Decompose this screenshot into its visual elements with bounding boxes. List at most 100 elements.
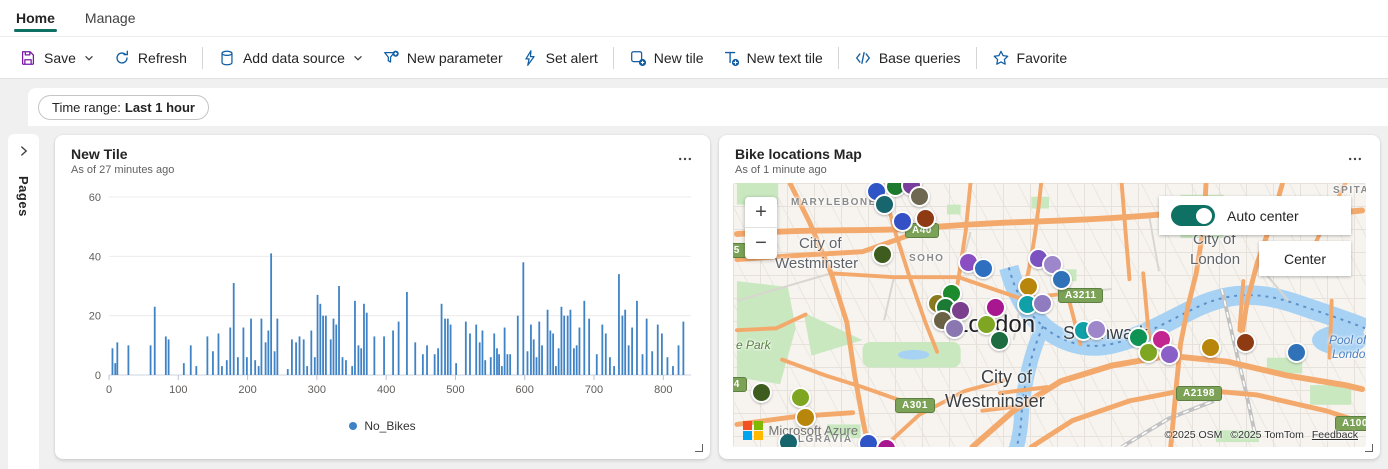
new-parameter-label: New parameter xyxy=(406,49,503,66)
refresh-label: Refresh xyxy=(137,49,187,66)
svg-text:100: 100 xyxy=(169,384,187,396)
new-tile-button[interactable]: New tile xyxy=(620,43,713,73)
bike-location-point[interactable] xyxy=(750,381,772,403)
bike-location-point[interactable] xyxy=(988,329,1010,351)
tile-title: New Tile xyxy=(71,146,128,162)
bike-location-point[interactable] xyxy=(794,406,816,428)
new-text-tile-button[interactable]: New text tile xyxy=(713,43,832,73)
base-queries-button[interactable]: Base queries xyxy=(845,43,970,73)
set-alert-button[interactable]: Set alert xyxy=(512,43,607,73)
svg-text:200: 200 xyxy=(238,384,256,396)
tab-home[interactable]: Home xyxy=(14,2,57,34)
map-attribution: ©2025 OSM ©2025 TomTom Feedback xyxy=(1164,429,1358,441)
svg-text:40: 40 xyxy=(89,251,101,263)
save-label: Save xyxy=(44,49,76,66)
tile-as-of: As of 1 minute ago xyxy=(735,164,827,176)
base-queries-label: Base queries xyxy=(878,49,961,66)
add-data-source-label: Add data source xyxy=(242,49,345,66)
star-icon xyxy=(992,49,1010,67)
bike-location-point[interactable] xyxy=(871,243,893,265)
bike-location-point[interactable] xyxy=(857,432,879,447)
svg-text:20: 20 xyxy=(89,311,101,323)
pages-panel-collapsed: Pages xyxy=(8,134,39,469)
set-alert-label: Set alert xyxy=(545,49,598,66)
bike-location-point[interactable] xyxy=(984,296,1006,318)
tile-title: Bike locations Map xyxy=(735,146,862,162)
auto-center-control: Auto center xyxy=(1159,196,1351,235)
new-text-tile-label: New text tile xyxy=(746,49,823,66)
bike-location-point[interactable] xyxy=(873,193,895,215)
refresh-button[interactable]: Refresh xyxy=(104,43,196,73)
map-provider-logo: Microsoft Azure xyxy=(743,420,859,440)
tile-bike-locations-map: Bike locations Map As of 1 minute ago xyxy=(719,135,1380,459)
filter-strip: Time range: Last 1 hour xyxy=(28,88,1388,126)
svg-text:700: 700 xyxy=(585,384,603,396)
bar-chart[interactable]: 0 20 40 60 0 100 200 300 400 500 600 700 800 xyxy=(69,185,696,403)
map-canvas[interactable]: MARYLEBONESOHOSPITALFIELBELGRAVIACity of… xyxy=(733,183,1366,447)
tile-resize-handle[interactable] xyxy=(1365,444,1373,452)
bike-location-point[interactable] xyxy=(891,210,913,232)
new-parameter-button[interactable]: New parameter xyxy=(373,43,512,73)
bike-location-point[interactable] xyxy=(1158,343,1180,365)
code-icon xyxy=(854,49,872,67)
chevron-down-icon xyxy=(352,52,364,64)
svg-text:800: 800 xyxy=(654,384,672,396)
map-zoom-control: + − xyxy=(745,197,777,259)
svg-text:0: 0 xyxy=(106,384,112,396)
zoom-in-button[interactable]: + xyxy=(745,197,777,228)
center-button[interactable]: Center xyxy=(1259,241,1351,276)
auto-center-toggle[interactable] xyxy=(1171,205,1215,226)
bike-location-point[interactable] xyxy=(975,313,997,335)
bike-location-point[interactable] xyxy=(943,317,965,339)
svg-text:60: 60 xyxy=(89,192,101,204)
save-button[interactable]: Save xyxy=(10,43,104,73)
time-range-value: Last 1 hour xyxy=(124,100,195,115)
map-provider-name: Microsoft Azure xyxy=(768,422,859,438)
svg-text:300: 300 xyxy=(308,384,326,396)
more-options-icon[interactable] xyxy=(672,149,698,169)
toolbar-separator xyxy=(837,46,839,69)
bike-location-point[interactable] xyxy=(1285,341,1307,363)
dashboard-toolbar: Save Refresh Add data source New parameter S… xyxy=(0,36,1388,79)
microsoft-logo-icon xyxy=(743,420,763,440)
svg-text:600: 600 xyxy=(516,384,534,396)
zoom-out-button[interactable]: − xyxy=(755,232,767,254)
road-shield-a3211: A3211 xyxy=(1058,288,1104,303)
svg-text:0: 0 xyxy=(95,370,101,382)
tile-header: Bike locations Map As of 1 minute ago xyxy=(735,146,1340,176)
bike-location-point[interactable] xyxy=(1031,292,1053,314)
toolbar-separator xyxy=(975,46,977,69)
add-data-source-button[interactable]: Add data source xyxy=(209,43,373,73)
road-shield-a301: A301 xyxy=(895,398,935,413)
bike-location-point[interactable] xyxy=(875,437,897,447)
bike-location-point[interactable] xyxy=(777,431,799,447)
tile-header: New Tile As of 27 minutes ago xyxy=(71,146,670,176)
feedback-link[interactable]: Feedback xyxy=(1311,429,1358,441)
bike-location-point[interactable] xyxy=(789,386,811,408)
bike-location-point[interactable] xyxy=(1085,318,1107,340)
toggle-knob xyxy=(1196,207,1212,224)
svg-text:500: 500 xyxy=(446,384,464,396)
tile-resize-handle[interactable] xyxy=(695,444,703,452)
new-tile-label: New tile xyxy=(653,49,704,66)
auto-center-label: Auto center xyxy=(1227,207,1299,224)
tile-new-tile: New Tile As of 27 minutes ago 0 20 40 60 0 10… xyxy=(55,135,710,459)
bike-location-point[interactable] xyxy=(1199,336,1221,358)
tomtom-copyright: ©2025 TomTom xyxy=(1230,429,1304,441)
bike-location-point[interactable] xyxy=(908,185,930,207)
more-options-icon[interactable] xyxy=(1342,149,1368,169)
bike-location-point[interactable] xyxy=(914,207,936,229)
chevron-down-icon xyxy=(83,52,95,64)
legend-dot-icon xyxy=(349,422,358,430)
chart-legend[interactable]: No_Bikes xyxy=(55,419,710,433)
time-range-filter[interactable]: Time range: Last 1 hour xyxy=(38,95,209,120)
bike-location-point[interactable] xyxy=(972,257,994,279)
save-icon xyxy=(19,49,37,67)
pages-rail-label[interactable]: Pages xyxy=(16,176,31,217)
bike-location-point[interactable] xyxy=(1050,268,1072,290)
bike-location-point[interactable] xyxy=(1234,331,1256,353)
favorite-button[interactable]: Favorite xyxy=(983,43,1077,73)
tab-manage[interactable]: Manage xyxy=(84,10,136,26)
expand-pages-chevron-icon[interactable] xyxy=(17,144,31,158)
